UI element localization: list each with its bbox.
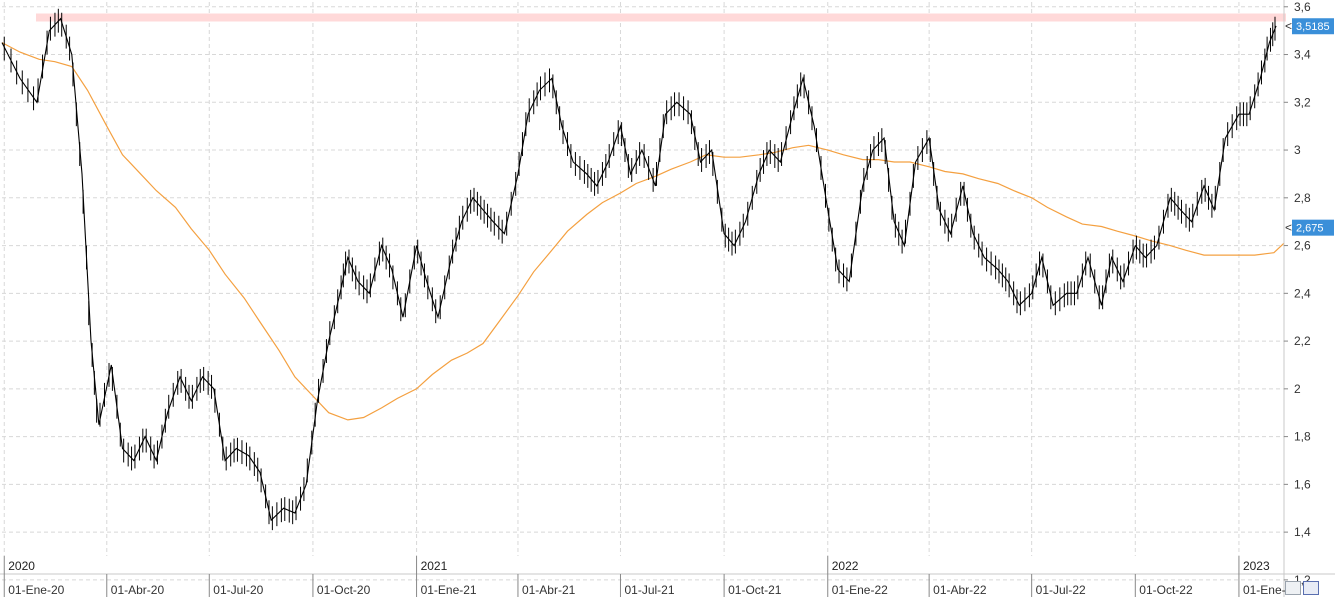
year-label: 2023 xyxy=(1243,559,1270,573)
y-tick-label: 1,6 xyxy=(1294,477,1311,491)
x-tick-label: 01-Jul-21 xyxy=(624,583,674,597)
price-line xyxy=(1,17,1277,522)
save-icon[interactable] xyxy=(1303,581,1319,595)
y-tick-label: 2,2 xyxy=(1294,334,1311,348)
x-tick-label: 01-Abr-21 xyxy=(522,583,576,597)
y-tick-label: 3,6 xyxy=(1294,0,1311,14)
x-tick-label: 01-Abr-20 xyxy=(111,583,165,597)
x-tick-label: 01-Ene- xyxy=(1243,583,1286,597)
x-tick-label: 01-Oct-20 xyxy=(317,583,371,597)
x-tick-label: 01-Ene-22 xyxy=(832,583,888,597)
y-tick-label: 2 xyxy=(1294,382,1301,396)
y-tick-label: 3 xyxy=(1294,143,1301,157)
grid xyxy=(2,2,1284,581)
x-tick-label: 01-Jul-20 xyxy=(213,583,263,597)
y-tick-label: 2,6 xyxy=(1294,239,1311,253)
last-price-badge-pointer-icon: < xyxy=(1285,19,1292,33)
last-price-badge-label: 3,5185 xyxy=(1296,21,1330,33)
x-tick-label: 01-Ene-20 xyxy=(8,583,64,597)
x-tick-label: 01-Jul-22 xyxy=(1036,583,1086,597)
y-tick-label: 3,2 xyxy=(1294,95,1311,109)
y-tick-label: 3,4 xyxy=(1294,48,1311,62)
y-tick-label: 2,4 xyxy=(1294,286,1311,300)
year-label: 2022 xyxy=(832,559,859,573)
moving-average-badge-pointer-icon: < xyxy=(1285,221,1292,235)
moving-average-line xyxy=(1,42,1285,421)
year-label: 2020 xyxy=(8,559,35,573)
year-label: 2021 xyxy=(421,559,448,573)
moving-average-badge xyxy=(1292,219,1334,236)
x-tick-label: 01-Oct-22 xyxy=(1139,583,1193,597)
moving-average-badge-label: 2,675 xyxy=(1296,223,1324,235)
y-tick-label: 1,4 xyxy=(1294,525,1311,539)
moving-average-series xyxy=(1,42,1285,421)
y-tick-label: 1,8 xyxy=(1294,430,1311,444)
x-tick-label: 01-Oct-21 xyxy=(728,583,782,597)
x-tick-label: 01-Abr-22 xyxy=(933,583,987,597)
resistance-band xyxy=(36,13,1286,22)
resistance-zone xyxy=(36,13,1286,22)
chart-type-icon[interactable] xyxy=(1285,581,1301,595)
last-price-badge xyxy=(1292,18,1334,35)
y-tick-label: 2,8 xyxy=(1294,191,1311,205)
price-series xyxy=(1,8,1277,531)
x-tick-label: 01-Ene-21 xyxy=(421,583,477,597)
value-badges: 3,5185 <2,675 < xyxy=(1285,18,1334,236)
